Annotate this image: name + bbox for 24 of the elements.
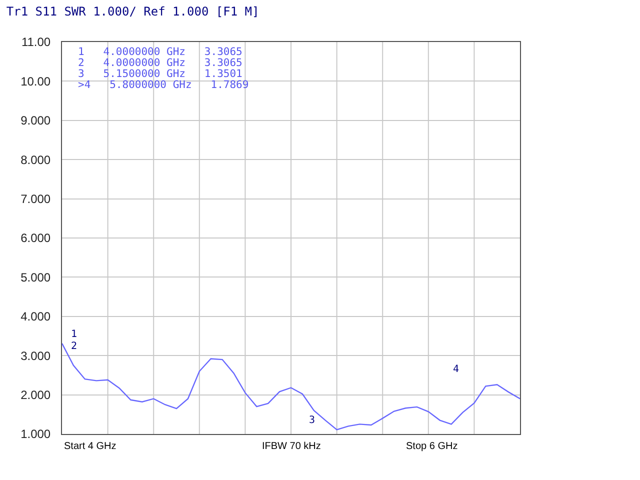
annotation: 1 bbox=[71, 329, 78, 340]
annotation: 3 bbox=[309, 415, 316, 426]
annotation: 1 4.0000000 GHz 3.3065 bbox=[78, 46, 242, 58]
y-tick-label: 2.000 bbox=[20, 388, 51, 402]
y-tick-label: 5.000 bbox=[20, 270, 51, 284]
y-tick-label: 9.000 bbox=[20, 114, 51, 128]
y-tick-label: 1.000 bbox=[20, 427, 51, 442]
y-tick-label: 11.00 bbox=[21, 35, 51, 50]
y-tick-label: 10.00 bbox=[20, 74, 51, 88]
annotation: 2 bbox=[71, 341, 78, 352]
y-tick-label: 4.000 bbox=[20, 310, 51, 324]
y-tick-label: 6.000 bbox=[20, 231, 51, 246]
annotation: 2 4.0000000 GHz 3.3065 bbox=[78, 57, 242, 69]
annotation: 4 bbox=[453, 364, 460, 375]
annotation: >4 5.8000000 GHz 1.7869 bbox=[78, 79, 249, 91]
y-tick-label: 7.000 bbox=[20, 192, 51, 206]
text: IFBW 70 kHz bbox=[262, 441, 321, 452]
line-series bbox=[62, 342, 520, 430]
chart-title: Tr1 S11 SWR 1.000/ Ref 1.000 [F1 M] bbox=[6, 4, 260, 19]
annotation: 3 5.1500000 GHz 1.3501 bbox=[78, 68, 242, 80]
text: Start 4 GHz bbox=[64, 441, 116, 452]
y-tick-label: 3.000 bbox=[20, 348, 51, 363]
text: Stop 6 GHz bbox=[406, 441, 458, 452]
y-tick-label: 8.000 bbox=[20, 152, 51, 167]
